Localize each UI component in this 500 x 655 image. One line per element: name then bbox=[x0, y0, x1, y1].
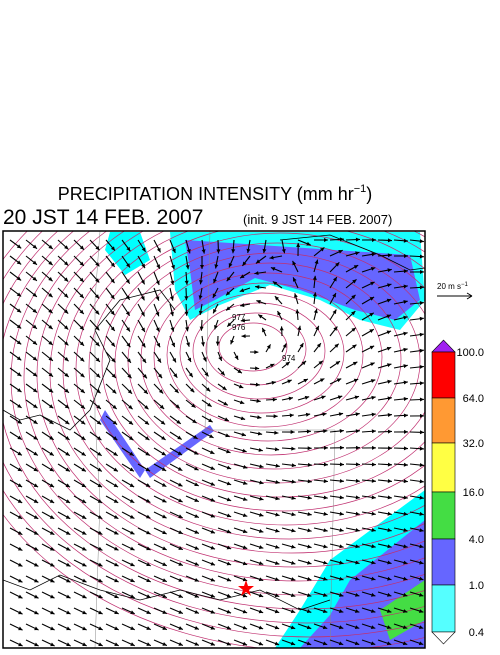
colorbar-segment bbox=[432, 443, 455, 492]
title: PRECIPITATION INTENSITY (mm hr−1) bbox=[58, 183, 373, 204]
colorbar-label: 0.4 bbox=[469, 627, 484, 639]
isobar-label: 977 bbox=[232, 313, 246, 322]
colorbar-label: 16.0 bbox=[463, 487, 484, 499]
colorbar-label: 1.0 bbox=[469, 580, 484, 592]
colorbar-segment bbox=[432, 585, 455, 632]
colorbar-segment bbox=[432, 352, 455, 398]
title-main: PRECIPITATION INTENSITY (mm hr bbox=[58, 184, 354, 204]
colorbar-label: 64.0 bbox=[463, 393, 484, 405]
colorbar-label: 32.0 bbox=[463, 438, 484, 450]
title-end: ) bbox=[366, 184, 372, 204]
reference-label-main: 20 m s bbox=[437, 282, 461, 291]
isobar-label: 976 bbox=[232, 323, 246, 332]
colorbar-over bbox=[432, 340, 455, 352]
reference-label-exponent: −1 bbox=[461, 282, 469, 288]
isobar-label: 974 bbox=[282, 354, 296, 363]
colorbar-segment bbox=[432, 398, 455, 443]
colorbar-under bbox=[432, 632, 455, 644]
title-exponent: −1 bbox=[354, 183, 367, 195]
reference-vector bbox=[437, 293, 472, 299]
init-time: (init. 9 JST 14 FEB. 2007) bbox=[243, 212, 392, 227]
colorbar-segment bbox=[432, 492, 455, 539]
valid-time: 20 JST 14 FEB. 2007 bbox=[3, 206, 203, 229]
colorbar-segment bbox=[432, 539, 455, 585]
colorbar bbox=[432, 340, 455, 644]
colorbar-label: 4.0 bbox=[469, 534, 484, 546]
reference-vector-label: 20 m s−1 bbox=[437, 282, 469, 291]
colorbar-label: 100.0 bbox=[456, 347, 484, 359]
